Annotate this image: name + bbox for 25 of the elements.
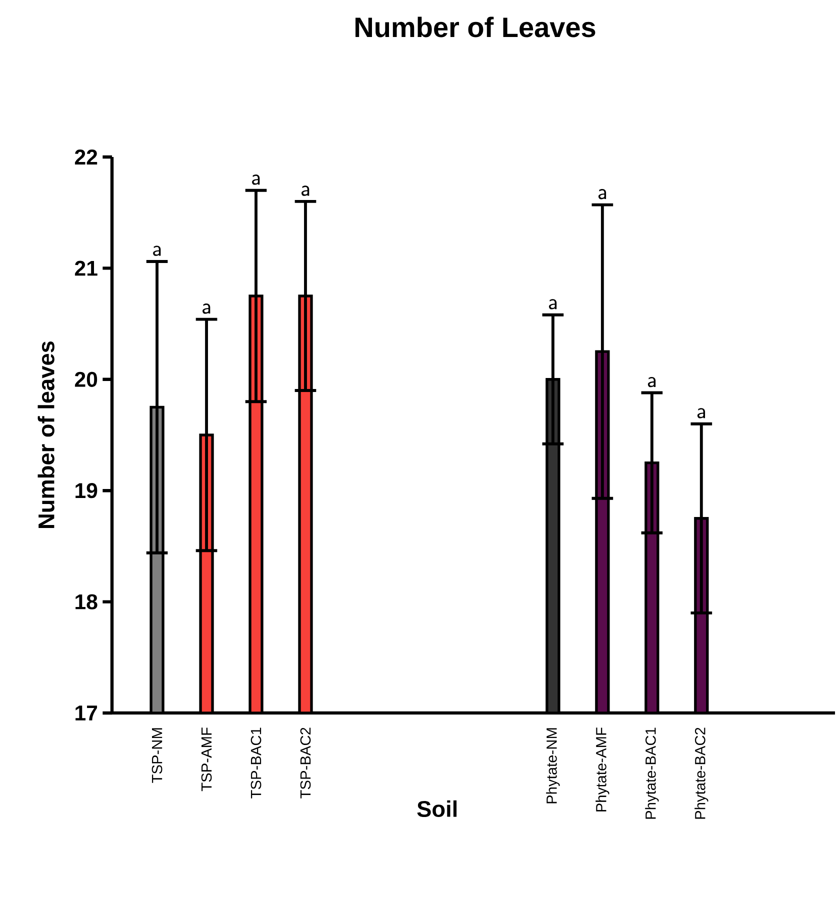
y-tick-label: 20 (75, 372, 98, 387)
y-axis-title: Number of leaves (38, 341, 55, 528)
annotation: a (698, 408, 706, 418)
x-tick-label: Phytate-BAC1 (645, 728, 659, 819)
chart-title: Number of Leaves (356, 16, 596, 38)
y-tick-label: 17 (76, 706, 98, 720)
x-tick-label: TSP-NM (152, 728, 162, 783)
x-tick-label: TSP-BAC2 (300, 728, 311, 798)
y-tick-label: 19 (76, 483, 98, 498)
annotation: a (202, 304, 210, 314)
annotation: a (598, 189, 606, 200)
x-tick-label: TSP-AMF (202, 728, 212, 792)
annotation: a (648, 376, 656, 388)
annotation: a (153, 246, 161, 256)
annotation: a (252, 174, 260, 185)
x-tick-label: Phytate-AMF (596, 728, 610, 812)
x-tick-label: Phytate-BAC2 (694, 728, 708, 819)
x-tick-label: TSP-BAC1 (251, 728, 262, 798)
x-tick-label: Phytate-NM (546, 728, 560, 804)
y-tick-label: 22 (75, 150, 98, 164)
annotation: a (549, 299, 557, 310)
x-axis-title: Soil (417, 800, 457, 818)
y-tick-label: 18 (76, 594, 98, 610)
annotation: a (302, 186, 310, 196)
y-tick-label: 21 (75, 260, 98, 276)
